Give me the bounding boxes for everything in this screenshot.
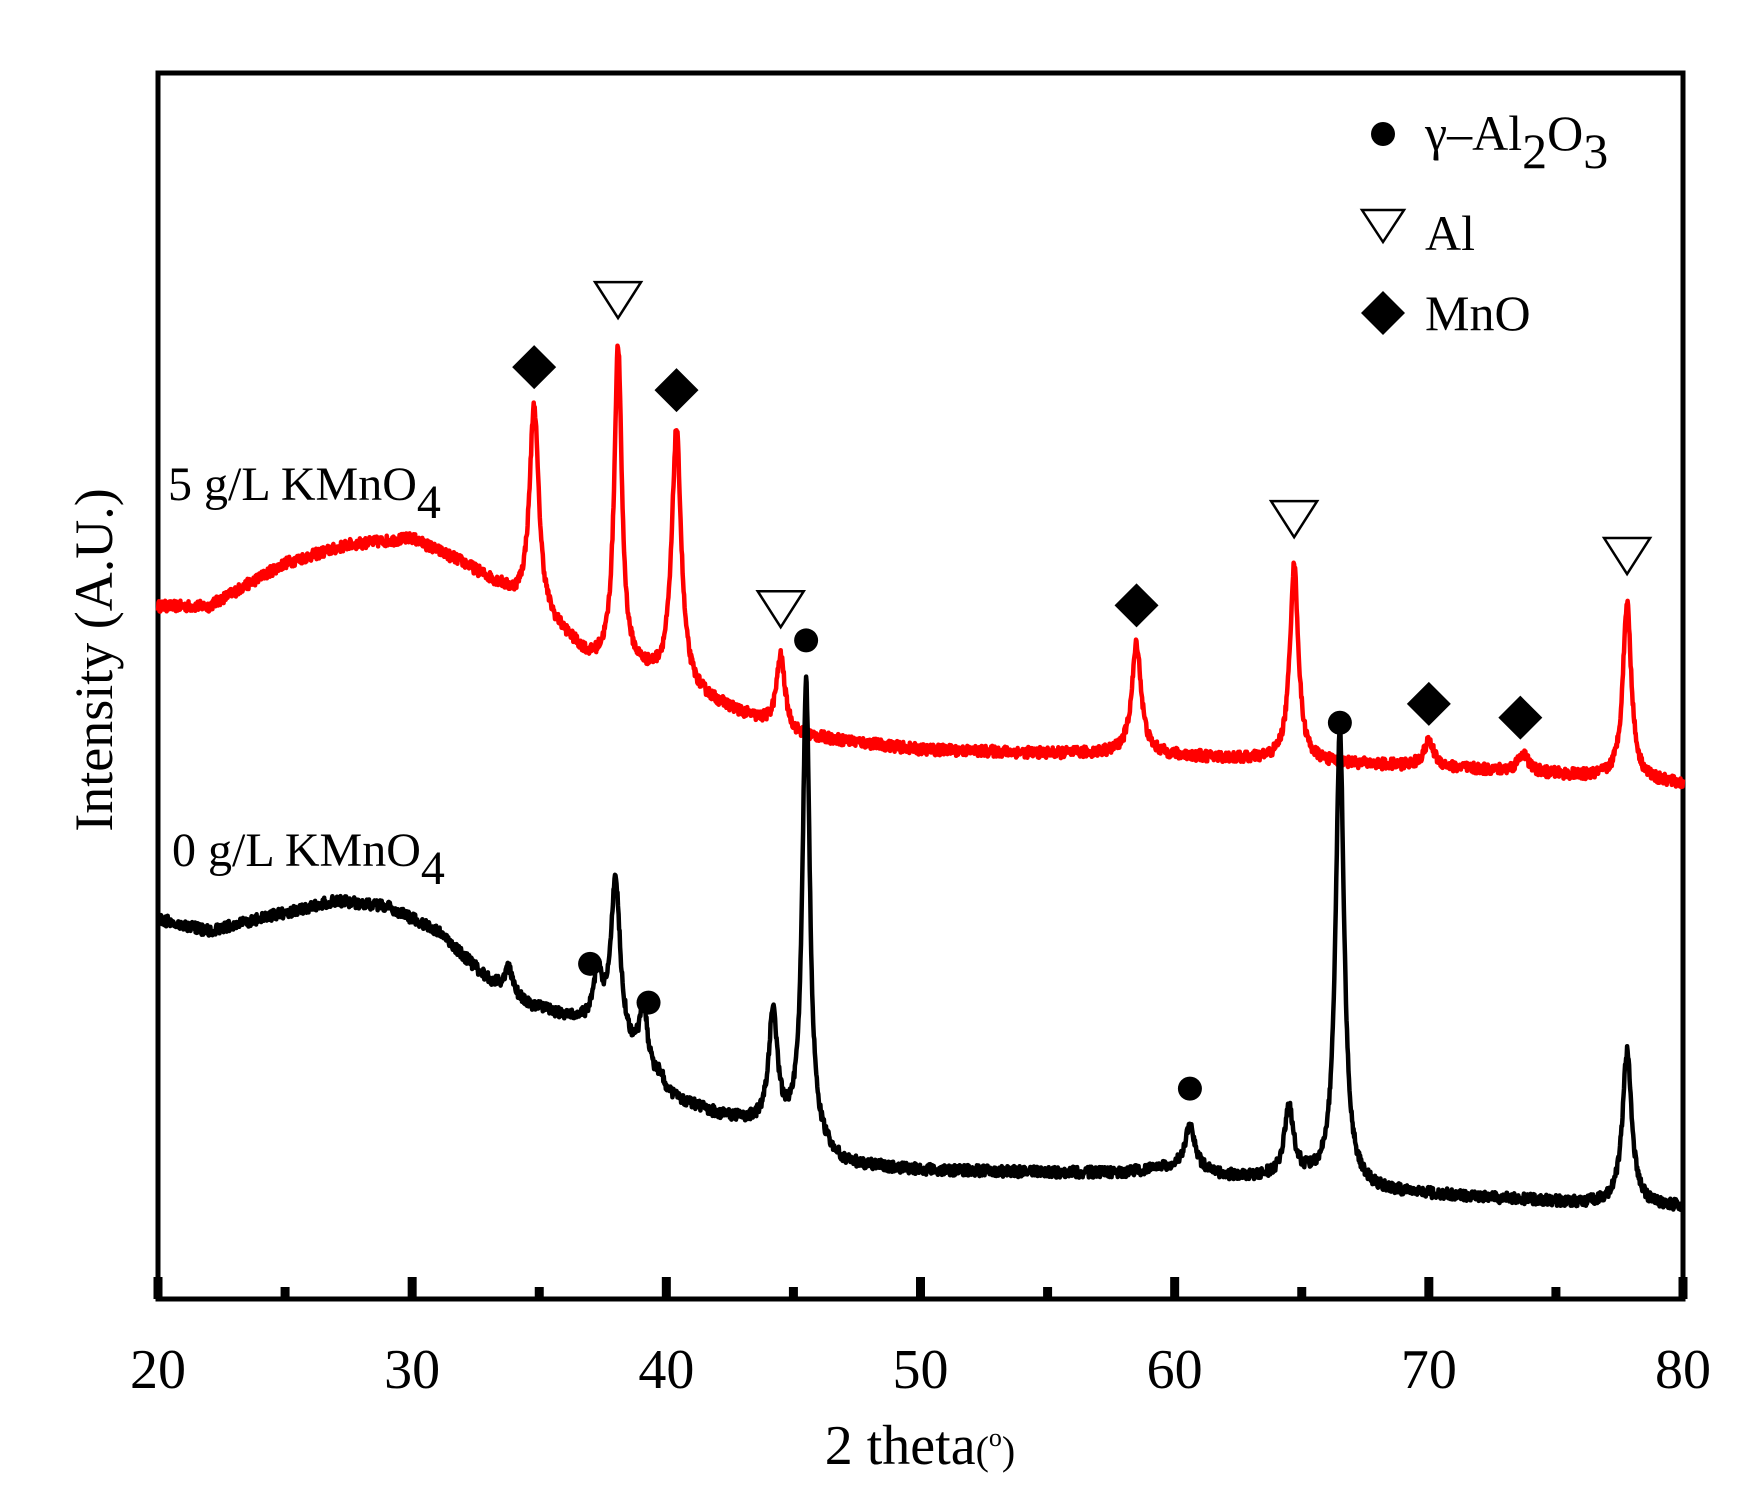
legend-triangle-icon — [1359, 208, 1407, 245]
series-line-0gL — [155, 674, 1686, 1213]
x-tick-label: 80 — [1655, 1339, 1711, 1401]
x-tick-label: 60 — [1147, 1339, 1203, 1401]
peak-marker-circle-s0-6 — [1327, 710, 1352, 735]
legend: γ–Al2O3 Al MnO — [1359, 105, 1608, 341]
peak-marker-diamond-s0-2 — [654, 368, 699, 413]
x-tick-label: 20 — [130, 1339, 186, 1401]
x-axis-ticks: 20 30 40 50 60 70 80 — [130, 1277, 1711, 1401]
peak-marker-diamond-s0-8 — [1498, 695, 1543, 740]
x-tick-label: 30 — [384, 1339, 440, 1401]
y-axis-label: Intensity (A.U.) — [64, 488, 124, 831]
series-label-5gL: 5 g/L KMnO4 — [168, 458, 441, 529]
legend-diamond-icon — [1361, 291, 1405, 335]
peak-marker-circle-s1-0 — [578, 951, 603, 976]
peak-marker-triangle-s0-1 — [592, 280, 644, 321]
legend-label-mno: MnO — [1425, 285, 1531, 341]
legend-circle-icon — [1371, 122, 1395, 146]
legend-label-gamma-alumina: γ–Al2O3 — [1424, 105, 1608, 179]
series-layer — [155, 343, 1686, 1213]
peak-marker-diamond-s0-4 — [1114, 583, 1159, 628]
peak-marker-circle-s1-2 — [794, 628, 819, 653]
series-label-0gL: 0 g/L KMnO4 — [172, 824, 445, 895]
x-axis-label: 2 theta(o) — [825, 1415, 1015, 1477]
peak-marker-diamond-s0-7 — [1406, 681, 1451, 726]
peak-marker-triangle-s0-5 — [1268, 499, 1320, 540]
peak-marker-circle-s1-1 — [636, 990, 661, 1015]
marker-layer — [512, 280, 1653, 1101]
peak-marker-diamond-s0-0 — [512, 345, 557, 390]
x-tick-label: 50 — [893, 1339, 949, 1401]
series-line-5gL — [155, 343, 1686, 790]
x-tick-label: 40 — [638, 1339, 694, 1401]
peak-marker-circle-s1-3 — [1177, 1076, 1202, 1101]
peak-marker-triangle-s0-9 — [1601, 536, 1653, 577]
peak-marker-triangle-s0-3 — [755, 589, 806, 630]
legend-label-al: Al — [1425, 205, 1475, 261]
x-tick-label: 70 — [1401, 1339, 1457, 1401]
